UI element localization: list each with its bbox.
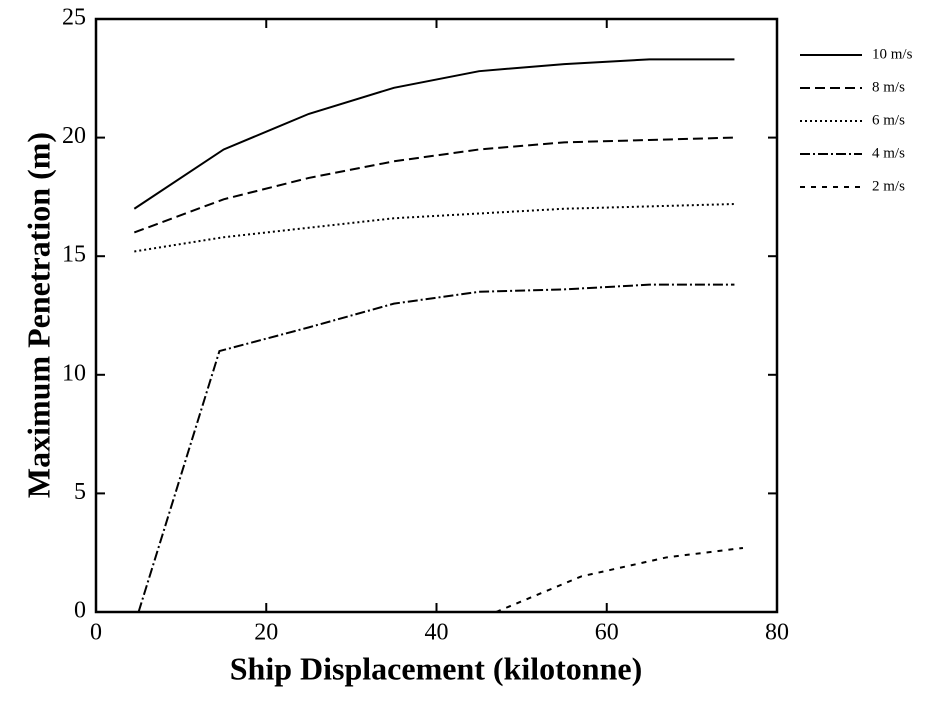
legend-label: 2 m/s xyxy=(872,178,905,194)
y-tick-label: 0 xyxy=(74,598,86,624)
x-tick-label: 0 xyxy=(90,620,102,646)
x-axis-label: Ship Displacement (kilotonne) xyxy=(230,650,642,686)
series-line xyxy=(137,283,735,613)
y-tick-label: 20 xyxy=(62,123,86,149)
series-line xyxy=(495,546,744,613)
y-tick-label: 15 xyxy=(62,242,86,268)
plot-frame xyxy=(94,17,779,614)
legend-label: 10 m/s xyxy=(872,46,913,62)
y-axis-label: Maximum Penetration (m) xyxy=(20,132,56,498)
y-tick-label: 25 xyxy=(62,5,86,31)
x-tick-label: 20 xyxy=(254,620,278,646)
x-tick-label: 40 xyxy=(425,620,449,646)
legend-label: 6 m/s xyxy=(872,112,905,128)
y-tick-label: 5 xyxy=(74,479,86,505)
x-tick-label: 80 xyxy=(765,620,789,646)
series-line xyxy=(134,203,735,253)
series-line xyxy=(133,136,735,234)
legend-label: 8 m/s xyxy=(872,79,905,95)
y-tick-label: 10 xyxy=(62,360,86,386)
series-line xyxy=(133,58,735,210)
legend-label: 4 m/s xyxy=(872,145,905,161)
x-tick-label: 60 xyxy=(595,620,619,646)
